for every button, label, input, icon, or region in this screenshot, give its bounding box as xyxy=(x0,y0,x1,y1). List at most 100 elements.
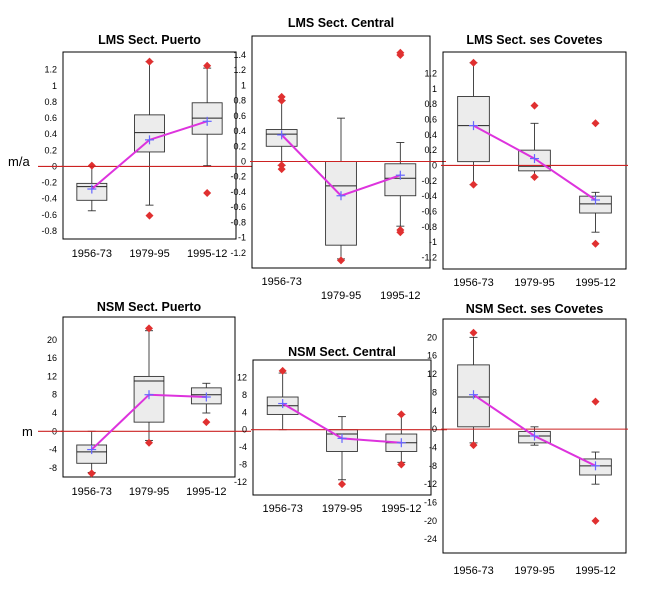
box-2 xyxy=(518,101,551,181)
y-tick-label: -0.8 xyxy=(421,222,437,232)
y-tick-label: 16 xyxy=(427,351,437,361)
y-tick-label: -20 xyxy=(424,516,437,526)
y-tick-label: 1.2 xyxy=(424,68,437,78)
mean-marker xyxy=(469,121,478,131)
outlier-point xyxy=(469,441,478,450)
y-tick-label: 4 xyxy=(242,407,247,417)
outlier-point xyxy=(202,418,211,427)
outlier-point xyxy=(397,410,406,419)
box-2 xyxy=(326,416,358,489)
y-tick-label: 0.8 xyxy=(233,96,246,106)
y-tick-label: 0 xyxy=(242,425,247,435)
chart-title: LMS Sect. Puerto xyxy=(98,33,201,47)
y-tick-label: 16 xyxy=(47,353,57,363)
outlier-point xyxy=(87,469,96,478)
mean-marker xyxy=(87,184,97,194)
outlier-point xyxy=(591,119,600,128)
category-label: 1979-95 xyxy=(322,503,362,515)
mean-marker xyxy=(396,438,406,448)
box-3 xyxy=(190,382,222,427)
category-label: 1995-12 xyxy=(575,277,615,289)
y-tick-label: -4 xyxy=(429,442,437,452)
category-label: 1956-73 xyxy=(453,565,493,577)
plot-frame xyxy=(62,316,236,478)
plot-frame xyxy=(442,318,627,554)
y-tick-label: -1 xyxy=(429,237,437,247)
outlier-point xyxy=(530,172,539,181)
y-tick-label: 12 xyxy=(237,372,247,382)
box-3 xyxy=(191,61,223,198)
category-label: 1979-95 xyxy=(321,290,361,302)
row-label-lms: m/a xyxy=(8,154,30,169)
box-2 xyxy=(325,117,357,265)
chart-title: NSM Sect. ses Covetes xyxy=(466,302,604,316)
y-tick-label: -0.8 xyxy=(41,226,57,236)
chart-panel-5: NSM Sect. Central 12 8 4 0 -4 -8 -12 1956-73 1979… xyxy=(234,345,447,515)
y-tick-label: -0.6 xyxy=(230,202,246,212)
y-tick-label: -12 xyxy=(234,477,247,487)
y-tick-label: 0.6 xyxy=(233,111,246,121)
outlier-point xyxy=(278,366,287,375)
outlier-point xyxy=(87,161,96,170)
category-label: 1979-95 xyxy=(129,486,169,498)
chart-panel-6: NSM Sect. ses Covetes 20 16 12 8 4 0 -4 -8 -12 -16… xyxy=(424,302,628,577)
y-tick-label: 12 xyxy=(47,371,57,381)
y-tick-label: 1.2 xyxy=(44,65,57,75)
category-label: 1956-73 xyxy=(72,248,112,260)
outlier-point xyxy=(396,48,405,57)
outlier-point xyxy=(591,516,600,525)
outlier-point xyxy=(277,96,286,105)
y-tick-label: 20 xyxy=(427,332,437,342)
y-tick-label: 0.6 xyxy=(424,114,437,124)
plot-frame xyxy=(252,359,432,496)
outlier-point xyxy=(338,480,346,489)
outlier-point xyxy=(469,328,478,337)
box-2 xyxy=(133,324,165,447)
chart-title: LMS Sect. Central xyxy=(288,16,394,30)
chart-panel-4: NSM Sect. Puerto 20 16 12 8 4 0 -4 -8 1956-73 1979… xyxy=(38,300,251,498)
mean-marker xyxy=(337,433,347,443)
y-tick-label: 12 xyxy=(427,369,437,379)
plot-frame xyxy=(62,51,237,240)
chart-panel-1: LMS Sect. Puerto 1.2 1 0.8 0.6 0.4 0.2 0 -0.2 -0.… xyxy=(38,33,252,260)
category-label: 1995-12 xyxy=(187,248,227,260)
category-label: 1956-73 xyxy=(261,276,301,288)
y-tick-label: 0 xyxy=(432,424,437,434)
chart-title: NSM Sect. Puerto xyxy=(97,300,202,314)
mean-marker xyxy=(469,390,478,400)
y-tick-label: 0.2 xyxy=(424,145,437,155)
category-label: 1995-12 xyxy=(380,290,420,302)
y-tick-label: -0.2 xyxy=(421,176,437,186)
y-tick-label: -0.6 xyxy=(421,206,437,216)
outlier-point xyxy=(145,57,154,66)
y-tick-label: 0.4 xyxy=(233,126,246,136)
mean-marker xyxy=(87,445,97,455)
y-tick-label: -1 xyxy=(238,233,246,243)
y-tick-label: 0.8 xyxy=(424,99,437,109)
y-tick-label: -0.2 xyxy=(41,178,57,188)
box-iqr xyxy=(133,375,165,423)
chart-panel-3: LMS Sect. ses Covetes 1.2 1 0.8 0.6 0.4 0.2 0 -0… xyxy=(421,33,628,289)
box-iqr xyxy=(134,114,165,153)
mean-marker xyxy=(277,130,287,140)
y-tick-label: -4 xyxy=(239,442,247,452)
mean-marker xyxy=(336,191,346,201)
y-tick-label: -0.8 xyxy=(230,217,246,227)
row-label-nsm: m xyxy=(22,424,33,439)
y-tick-label: -0.2 xyxy=(230,172,246,182)
outlier-point xyxy=(337,256,345,265)
category-label: 1979-95 xyxy=(514,277,554,289)
y-tick-label: -1.2 xyxy=(421,252,437,262)
y-tick-label: 0.6 xyxy=(44,113,57,123)
y-tick-label: -4 xyxy=(49,445,57,455)
mean-marker xyxy=(530,154,539,164)
y-tick-label: 1.2 xyxy=(233,65,246,75)
category-label: 1956-73 xyxy=(453,277,493,289)
y-tick-label: 1 xyxy=(432,84,437,94)
y-tick-label: 0.8 xyxy=(44,97,57,107)
category-label: 1995-12 xyxy=(575,565,615,577)
outlier-point xyxy=(203,189,212,198)
mean-marker xyxy=(530,431,539,441)
mean-marker xyxy=(591,195,600,205)
